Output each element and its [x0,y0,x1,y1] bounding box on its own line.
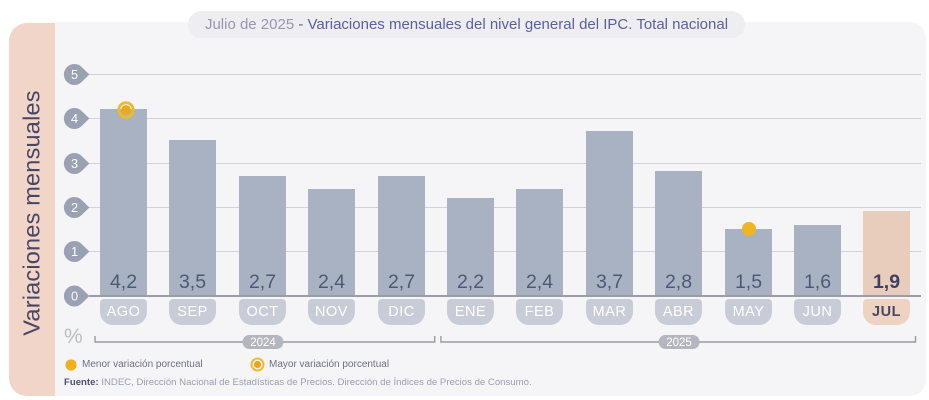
svg-text:2024: 2024 [250,337,276,349]
svg-text:0: 0 [71,289,78,304]
svg-text:4: 4 [71,111,78,126]
svg-text:3: 3 [71,156,78,171]
svg-text:2025: 2025 [666,337,692,349]
svg-text:5: 5 [71,67,78,82]
svg-text:2: 2 [71,200,78,215]
svg-text:1: 1 [71,244,78,259]
